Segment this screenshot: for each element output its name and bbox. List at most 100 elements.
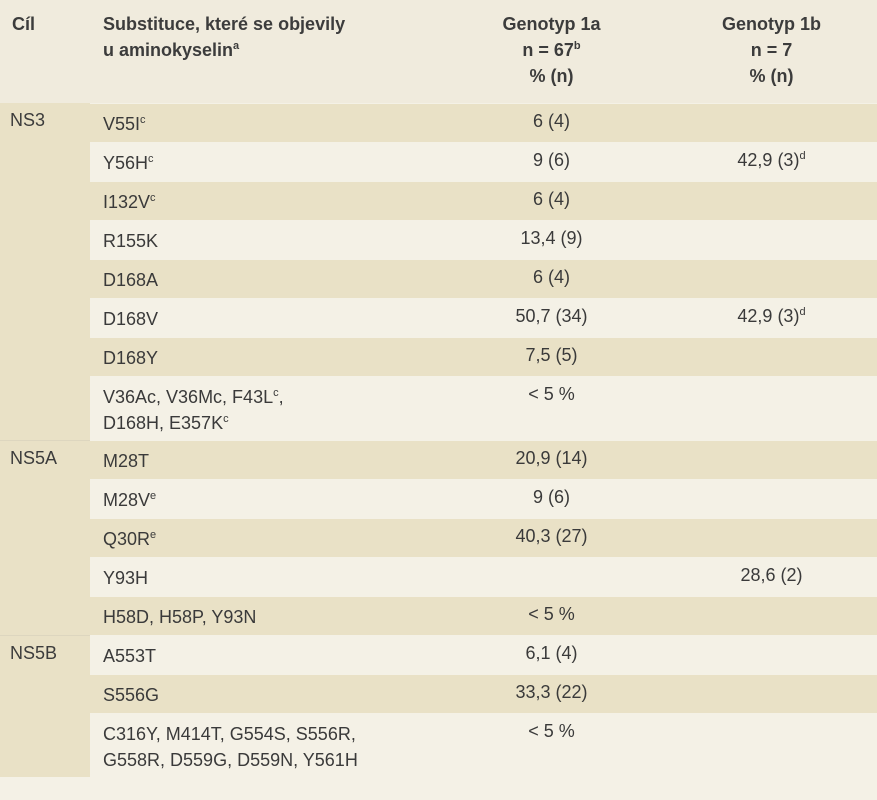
genotype-1b-cell <box>667 712 877 777</box>
genotype-1a-value: 9 (6) <box>445 478 667 518</box>
genotype-1b-value: 28,6 (2) <box>740 564 803 585</box>
substitution-cell: R155K <box>90 219 445 259</box>
genotype-1a-value: 7,5 (5) <box>445 336 667 376</box>
header-genotype-1b: Genotyp 1b n = 7 % (n) <box>667 0 877 103</box>
genotype-1b-value: 42,9 (3) <box>737 305 800 326</box>
substitution-line1-tail: , <box>278 386 284 407</box>
substitution-label: M28T <box>103 450 150 471</box>
substitution-cell: Q30Re <box>90 517 445 557</box>
substitution-cell: I132Vc <box>90 180 445 220</box>
substitution-footnote: c <box>148 152 154 165</box>
header-substitutions-line2: u aminokyselin <box>103 40 234 60</box>
substitution-cell: D168A <box>90 258 445 298</box>
genotype-1a-value: 50,7 (34) <box>445 297 667 337</box>
table-row: R155K 13,4 (9) <box>0 219 877 259</box>
table-header: Cíl Substituce, které se objevily u amin… <box>0 0 877 103</box>
header-substitutions-line1: Substituce, které se objevily <box>103 14 346 34</box>
genotype-1b-footnote: d <box>799 149 806 162</box>
substitution-cell: S556G <box>90 673 445 713</box>
genotype-1a-value: 6 (4) <box>445 258 667 298</box>
genotype-1b-cell <box>667 595 877 635</box>
genotype-1b-cell: 42,9 (3)d <box>667 141 877 181</box>
header-g1a-unit: % (n) <box>529 66 574 86</box>
substitution-cell: A553T <box>90 634 445 674</box>
genotype-1a-value: < 5 % <box>445 712 667 777</box>
table-row: D168Y 7,5 (5) <box>0 336 877 376</box>
header-target: Cíl <box>0 0 90 103</box>
table-row: C316Y, M414T, G554S, S556R, G558R, D559G,… <box>0 712 877 777</box>
substitution-label: M28V <box>103 489 151 510</box>
genotype-1a-value: 33,3 (22) <box>445 673 667 713</box>
genotype-1b-cell: 28,6 (2) <box>667 556 877 596</box>
genotype-1a-value: < 5 % <box>445 595 667 635</box>
table-row: Q30Re 40,3 (27) <box>0 517 877 557</box>
header-g1b-n: n = 7 <box>750 40 793 60</box>
target-cell: NS3 <box>0 103 90 440</box>
substitution-label: I132V <box>103 191 151 212</box>
substitution-line1: V36Ac, V36Mc, F43L <box>103 386 274 407</box>
genotype-1b-value: 42,9 (3) <box>737 149 800 170</box>
header-substitutions: Substituce, které se objevily u aminokys… <box>90 0 445 103</box>
target-cell: NS5B <box>0 634 90 777</box>
substitution-cell: D168V <box>90 297 445 337</box>
genotype-1b-cell <box>667 102 877 142</box>
substitution-footnote: c <box>140 113 146 126</box>
table-row: Y56Hc 9 (6) 42,9 (3)d <box>0 141 877 181</box>
substitution-label: Q30R <box>103 528 151 549</box>
substitution-label: S556G <box>103 684 160 705</box>
genotype-1a-value: 9 (6) <box>445 141 667 181</box>
substitution-cell: M28T <box>90 439 445 479</box>
genotype-1b-cell <box>667 517 877 557</box>
table-row: Y93H 28,6 (2) <box>0 556 877 596</box>
substitution-label: D168Y <box>103 347 159 368</box>
table-row: D168A 6 (4) <box>0 258 877 298</box>
genotype-1b-cell <box>667 375 877 440</box>
genotype-1b-cell: 42,9 (3)d <box>667 297 877 337</box>
header-row: Cíl Substituce, které se objevily u amin… <box>0 0 877 103</box>
substitution-cell: M28Ve <box>90 478 445 518</box>
genotype-1b-cell <box>667 336 877 376</box>
substitution-cell: Y56Hc <box>90 141 445 181</box>
substitution-label: Y93H <box>103 567 149 588</box>
substitution-line2: D168H, E357K <box>103 412 224 433</box>
substitution-cell: C316Y, M414T, G554S, S556R, G558R, D559G,… <box>90 712 445 777</box>
table-row: H58D, H58P, Y93N < 5 % <box>0 595 877 635</box>
genotype-1a-value: 6 (4) <box>445 180 667 220</box>
header-g1a-title: Genotyp 1a <box>502 14 601 34</box>
header-g1a-n: n = 67 <box>522 40 574 60</box>
genotype-1b-cell <box>667 478 877 518</box>
table-body: NS3 V55Ic 6 (4) Y56Hc 9 (6) 42,9 (3)d I132Vc 6 … <box>0 102 877 777</box>
substitution-label: H58D, H58P, Y93N <box>103 606 257 627</box>
substitution-label: D168A <box>103 269 159 290</box>
genotype-1a-value: 40,3 (27) <box>445 517 667 557</box>
header-genotype-1a: Genotyp 1a n = 67b % (n) <box>445 0 667 103</box>
substitution-cell: H58D, H58P, Y93N <box>90 595 445 635</box>
genotype-1a-value: 13,4 (9) <box>445 219 667 259</box>
substitution-footnote: c <box>150 191 156 204</box>
table-row: M28Ve 9 (6) <box>0 478 877 518</box>
substitution-label: A553T <box>103 645 157 666</box>
genotype-1a-value: 20,9 (14) <box>445 439 667 479</box>
genotype-1a-value: < 5 % <box>445 375 667 440</box>
table-row: I132Vc 6 (4) <box>0 180 877 220</box>
genotype-1a-value: 6,1 (4) <box>445 634 667 674</box>
table-row: V36Ac, V36Mc, F43Lc, D168H, E357Kc < 5 % <box>0 375 877 440</box>
genotype-1a-value <box>445 556 667 596</box>
genotype-1b-cell <box>667 439 877 479</box>
substitution-label: Y56H <box>103 152 149 173</box>
table-row: D168V 50,7 (34) 42,9 (3)d <box>0 297 877 337</box>
resistance-substitutions-table: Cíl Substituce, které se objevily u amin… <box>0 0 877 777</box>
header-substitutions-footnote: a <box>233 40 240 52</box>
genotype-1b-cell <box>667 634 877 674</box>
substitution-cell: V36Ac, V36Mc, F43Lc, D168H, E357Kc <box>90 375 445 440</box>
table-row: NS3 V55Ic 6 (4) <box>0 102 877 440</box>
genotype-1b-cell <box>667 180 877 220</box>
table-row: NS5B A553T 6,1 (4) <box>0 634 877 777</box>
substitution-line1: C316Y, M414T, G554S, S556R, <box>103 723 356 744</box>
genotype-1b-cell <box>667 219 877 259</box>
substitution-cell: D168Y <box>90 336 445 376</box>
header-g1b-unit: % (n) <box>749 66 794 86</box>
header-g1a-footnote: b <box>573 40 581 52</box>
genotype-1a-value: 6 (4) <box>445 102 667 142</box>
substitution-label: D168V <box>103 308 159 329</box>
